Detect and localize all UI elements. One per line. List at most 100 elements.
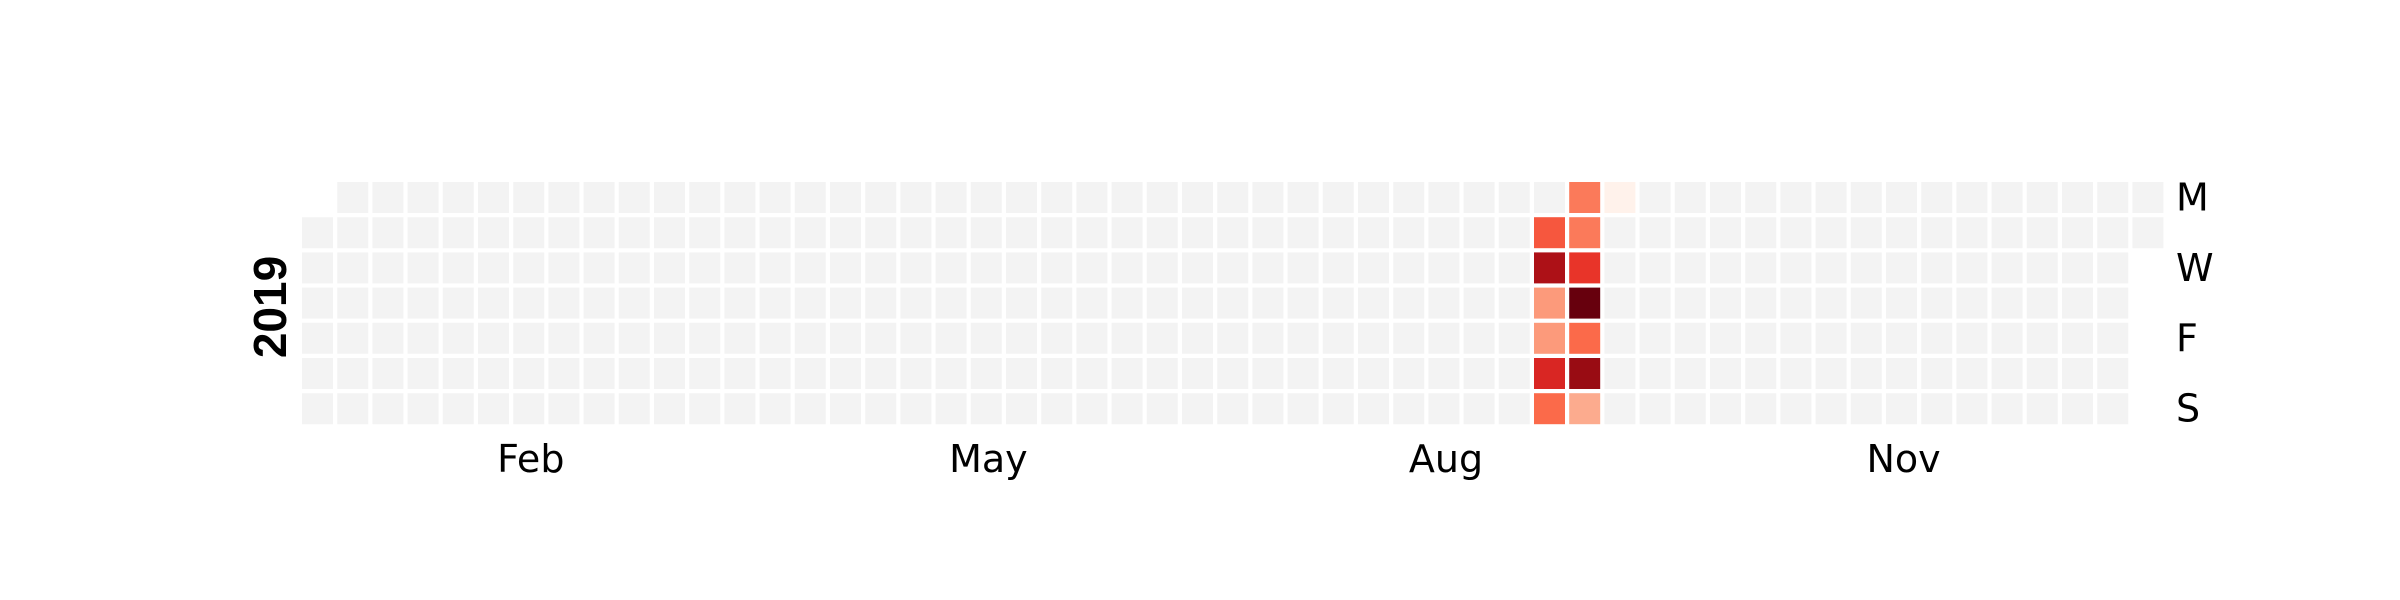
day-cell [759,322,791,354]
day-cell [970,287,1002,319]
day-cell [689,182,721,213]
day-cell [1217,217,1249,249]
day-cell [1393,182,1425,213]
day-cell [1463,393,1495,425]
day-cell [2097,217,2129,249]
day-cell [1146,287,1178,319]
day-cell [759,393,791,425]
weekday-label: W [2176,246,2214,290]
day-cell [1182,358,1213,389]
day-cell [1815,358,1847,389]
day-cell [1921,252,1953,284]
day-cell [1041,358,1073,389]
day-cell [337,182,369,213]
day-cell [865,322,897,354]
day-cell [1604,252,1636,284]
day-cell [1991,322,2023,354]
day-cell [1252,182,1284,213]
day-cell [442,358,474,389]
day-cell [1252,252,1284,284]
month-labels: Feb May Aug Nov [497,437,1941,481]
day-cell [1604,182,1636,213]
day-cell [1780,217,1812,249]
day-cell [1674,182,1706,213]
day-cell [794,217,826,249]
day-cell [1921,393,1953,425]
day-cell [900,393,932,425]
day-cell [1076,252,1108,284]
day-cell [407,252,439,284]
day-cell [1850,182,1882,213]
day-cell [1322,358,1354,389]
day-cell [548,287,580,319]
day-cell [1006,182,1037,213]
day-cell [302,287,333,319]
day-cell [372,252,404,284]
day-cell [830,182,861,213]
day-cell [442,217,474,249]
day-cell [1217,393,1249,425]
day-cell [759,252,791,284]
day-cell [689,217,721,249]
day-cell [1674,287,1706,319]
day-cell [337,287,369,319]
day-cell [583,182,615,213]
day-cell [1463,252,1495,284]
day-cell [1428,287,1460,319]
day-cell [1921,358,1953,389]
day-cell [1006,287,1037,319]
month-label: Nov [1867,437,1941,481]
day-cell [302,358,333,389]
day-cell [1815,217,1847,249]
day-cell [1674,322,1706,354]
day-cell [1991,358,2023,389]
day-cell [1921,322,1953,354]
day-cell [2026,393,2058,425]
day-cell [2132,182,2164,213]
day-cell [1428,393,1460,425]
day-cell [2026,252,2058,284]
day-cell [689,358,721,389]
day-cell [1991,393,2023,425]
day-cell [478,252,509,284]
day-cell [1146,252,1178,284]
day-cell [794,287,826,319]
day-cell [724,322,756,354]
day-cell [689,322,721,354]
day-cell [794,358,826,389]
day-cell [900,217,932,249]
day-cell [372,322,404,354]
day-cell [407,287,439,319]
day-cell [1639,322,1671,354]
day-cell [1358,217,1389,249]
day-cell [1498,182,1530,213]
day-cell [970,182,1002,213]
day-cell [1956,358,1988,389]
day-cell [1534,182,1565,213]
day-cell [1006,217,1037,249]
day-cell [1498,322,1530,354]
day-cell [1217,358,1249,389]
day-cell [2062,182,2093,213]
day-cell [1217,182,1249,213]
day-cell [442,322,474,354]
day-cell [302,393,333,425]
day-cell [935,393,967,425]
day-cell [1041,322,1073,354]
day-cell [618,287,650,319]
day-cell [1076,182,1108,213]
day-cell [1287,217,1319,249]
day-cell [1182,322,1213,354]
day-cell [583,358,615,389]
day-cell [1182,393,1213,425]
day-cell [1041,393,1073,425]
day-cell [1710,182,1741,213]
day-cell [1393,217,1425,249]
day-cell [970,217,1002,249]
day-cell [1569,252,1601,284]
day-cell [407,358,439,389]
day-cell [865,217,897,249]
day-cell [1322,217,1354,249]
day-cell [513,322,545,354]
weekday-label: S [2176,387,2200,431]
